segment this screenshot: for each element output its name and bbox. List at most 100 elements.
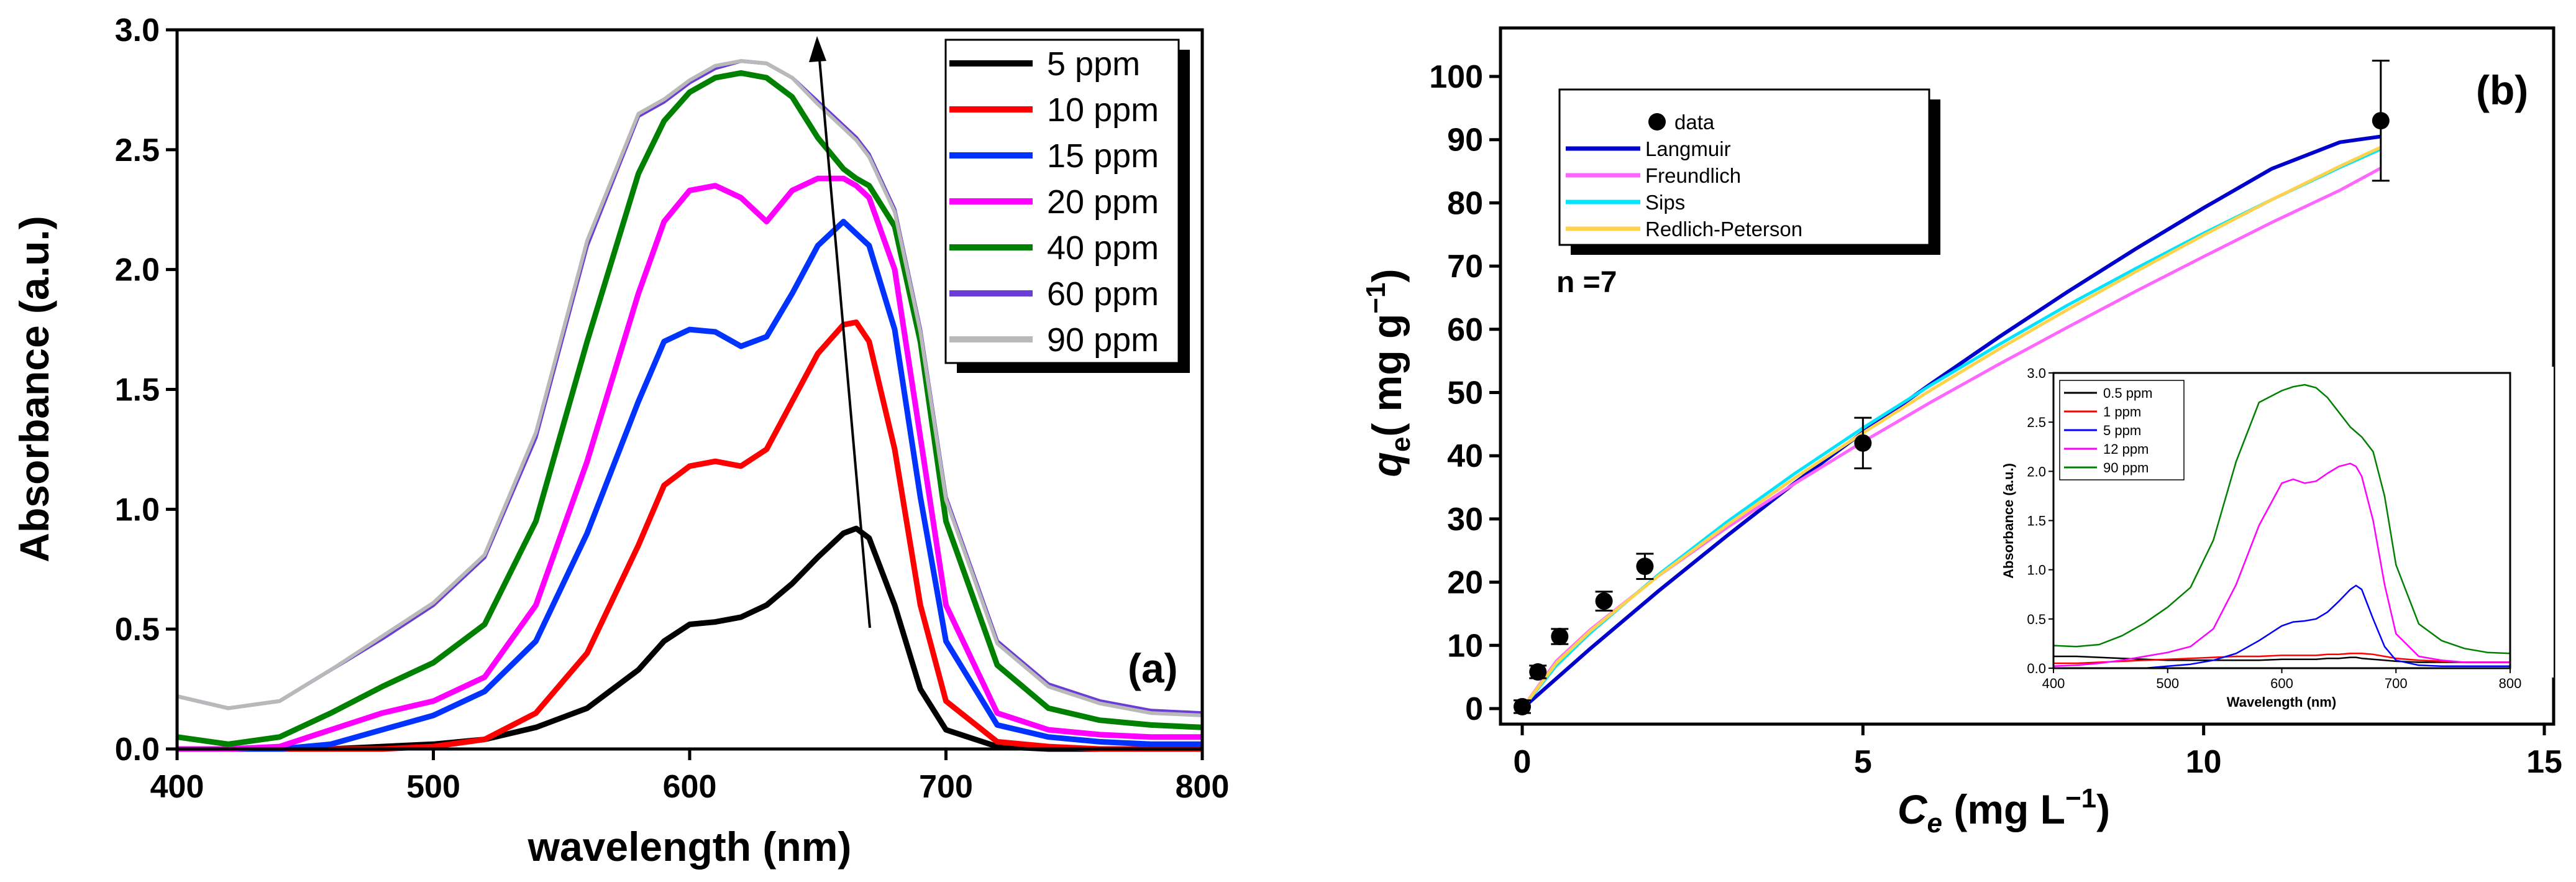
inset-legend: 0.5 ppm 1 ppm 5 ppm 12 ppm 90 ppm bbox=[2064, 385, 2153, 475]
panel-a: 400 500 600 700 800 0.0 0.5 1.0 1.5 2.0 2.5 3.0 wa… bbox=[11, 12, 1229, 870]
inset-y-tick-label: 0.0 bbox=[2027, 661, 2046, 676]
panel-b-y-tick-label: 40 bbox=[1447, 438, 1483, 474]
inset-y-tick-label: 2.0 bbox=[2027, 464, 2046, 479]
panel-b-x-axis-exponent: −1 bbox=[2065, 783, 2096, 814]
panel-b-y-tick-label: 70 bbox=[1447, 249, 1483, 285]
panel-b-point-marker bbox=[1529, 663, 1547, 681]
panel-b-point-marker bbox=[1514, 697, 1531, 715]
panel-b-data-point bbox=[1636, 553, 1654, 581]
panel-a-y-tick-label: 2.0 bbox=[115, 252, 160, 288]
panel-a-y-tick-label: 3.0 bbox=[115, 12, 160, 48]
inset-y-tick-label: 1.0 bbox=[2027, 563, 2046, 578]
inset-y-tick-label: 2.5 bbox=[2027, 415, 2046, 430]
panel-a-y-tick-label: 1.0 bbox=[115, 492, 160, 528]
panel-b-data-point bbox=[1529, 663, 1547, 681]
inset-legend-label-1-ppm: 1 ppm bbox=[2103, 404, 2141, 420]
panel-b-x-axis-close: ) bbox=[2096, 786, 2110, 832]
inset-y-tick-label: 1.5 bbox=[2027, 513, 2046, 529]
panel-b-point-marker bbox=[1551, 628, 1569, 646]
inset-x-axis-title: Wavelength (nm) bbox=[2227, 694, 2336, 710]
panel-b-curve-langmuir bbox=[1521, 134, 2382, 710]
inset-series-1-ppm bbox=[2053, 653, 2510, 664]
panel-a-legend-label-5-ppm: 5 ppm bbox=[1047, 45, 1140, 83]
panel-a-legend-label-10-ppm: 10 ppm bbox=[1047, 91, 1159, 129]
panel-a-y-tick-label: 2.5 bbox=[115, 132, 160, 168]
panel-a-series-15-ppm bbox=[177, 219, 1202, 752]
inset-legend-label-12-ppm: 12 ppm bbox=[2103, 441, 2149, 457]
panel-b-curve-redlich-peterson bbox=[1520, 145, 2382, 710]
panel-b-y-tick-label: 80 bbox=[1447, 185, 1483, 221]
panel-b-y-tick-label: 30 bbox=[1447, 502, 1483, 538]
panel-b-legend: data Langmuir Freundlich Sips Redlich-Peters… bbox=[1566, 111, 1802, 241]
panel-b-y-tick-label: 50 bbox=[1447, 375, 1483, 411]
panel-b-data-point bbox=[2372, 60, 2390, 182]
panel-a-x-tick-label: 600 bbox=[663, 769, 717, 805]
panel-b-x-axis-subscript: e bbox=[1927, 808, 1942, 838]
panel-b-y-axis-subscript: e bbox=[1386, 437, 1416, 452]
panel-b-legend-marker-data bbox=[1648, 113, 1666, 131]
panel-b-x-tick-label: 0 bbox=[1514, 744, 1532, 780]
inset-chart: 400 500 600 700 800 0.0 0.5 1.0 1.5 2.0 2.5 3.0 Wa… bbox=[2001, 365, 2554, 710]
panel-b-y-tick-label: 90 bbox=[1447, 122, 1483, 158]
panel-a-x-tick-label: 800 bbox=[1176, 769, 1230, 805]
panel-b-y-axis-close: ) bbox=[1364, 269, 1410, 283]
panel-b-point-marker bbox=[1595, 592, 1613, 610]
panel-a-legend-label-40-ppm: 40 ppm bbox=[1047, 229, 1159, 267]
panel-b-n-annotation: n =7 bbox=[1556, 266, 1617, 299]
panel-b-data-point bbox=[1551, 628, 1569, 646]
panel-b-data-point bbox=[1514, 697, 1531, 715]
panel-b-data-points bbox=[1514, 60, 2390, 715]
panel-a-legend-label-90-ppm: 90 ppm bbox=[1047, 321, 1159, 359]
panel-b-x-ticks: 0 5 10 15 bbox=[1514, 724, 2562, 780]
panel-b-data-point bbox=[1854, 416, 1872, 470]
panel-b-legend-label-redlich-peterson: Redlich-Peterson bbox=[1645, 218, 1802, 241]
panel-b-x-axis-title: Ce (mg L−1) bbox=[1898, 783, 2110, 838]
panel-b-point-marker bbox=[2372, 112, 2390, 130]
panel-a-legend-label-60-ppm: 60 ppm bbox=[1047, 275, 1159, 313]
panel-b-y-tick-label: 20 bbox=[1447, 565, 1483, 601]
panel-a-arrow-head bbox=[809, 36, 826, 62]
panel-b-legend-box bbox=[1558, 88, 1930, 246]
panel-a-series-40-ppm bbox=[176, 70, 1203, 747]
panel-a-x-ticks: 400 500 600 700 800 bbox=[150, 749, 1230, 805]
panel-a-y-ticks: 0.0 0.5 1.0 1.5 2.0 2.5 3.0 bbox=[115, 12, 177, 768]
panel-a-y-tick-label: 0.5 bbox=[115, 612, 160, 648]
inset-legend-label-5-ppm: 5 ppm bbox=[2103, 423, 2141, 438]
inset-x-tick-label: 400 bbox=[2042, 676, 2065, 691]
inset-series-90-ppm bbox=[2053, 384, 2511, 655]
panel-b-fit-curves bbox=[1520, 134, 2382, 710]
panel-a-x-axis-title: wavelength (nm) bbox=[528, 824, 852, 870]
panel-b-legend-label-freundlich: Freundlich bbox=[1645, 164, 1741, 187]
panel-b-y-axis-title: qe( mg g−1) bbox=[1361, 269, 1416, 477]
panel-b-x-axis-units: (mg L bbox=[1942, 786, 2065, 832]
inset-y-ticks: 0.0 0.5 1.0 1.5 2.0 2.5 3.0 bbox=[2027, 365, 2053, 676]
panel-b-y-tick-label: 60 bbox=[1447, 312, 1483, 348]
panel-a-y-tick-label: 1.5 bbox=[115, 372, 160, 408]
panel-b-point-marker bbox=[1854, 434, 1872, 452]
panel-a-label: (a) bbox=[1128, 645, 1178, 691]
panel-b-x-tick-label: 10 bbox=[2186, 744, 2222, 780]
panel-b-y-tick-label: 100 bbox=[1429, 59, 1483, 95]
inset-y-tick-label: 0.5 bbox=[2027, 612, 2046, 627]
inset-x-ticks: 400 500 600 700 800 bbox=[2042, 668, 2521, 691]
panel-b-y-axis-units: ( mg g bbox=[1364, 314, 1410, 437]
inset-legend-label-90-ppm: 90 ppm bbox=[2103, 460, 2149, 475]
panel-a-legend-label-15-ppm: 15 ppm bbox=[1047, 137, 1159, 175]
panel-b-legend-label-sips: Sips bbox=[1645, 191, 1685, 214]
panel-b-y-axis-exponent: −1 bbox=[1361, 283, 1391, 314]
panel-b-label: (b) bbox=[2476, 67, 2528, 113]
panel-a-legend: 5 ppm 10 ppm 15 ppm 20 ppm 40 ppm 60 ppm 90 pp… bbox=[949, 45, 1159, 359]
inset-series-12-ppm bbox=[2053, 462, 2510, 668]
panel-b-y-axis-symbol: q bbox=[1364, 452, 1410, 477]
panel-a-legend-label-20-ppm: 20 ppm bbox=[1047, 183, 1159, 221]
panel-a-x-tick-label: 500 bbox=[406, 769, 460, 805]
inset-y-axis-title: Absorbance (a.u.) bbox=[2001, 463, 2016, 579]
panel-a-series-90-ppm bbox=[176, 59, 1203, 717]
panel-b-y-tick-label: 0 bbox=[1465, 691, 1483, 727]
panel-b-x-axis-symbol: C bbox=[1898, 786, 1928, 832]
inset-x-tick-label: 500 bbox=[2156, 676, 2179, 691]
panel-a-arrow-shaft bbox=[818, 52, 871, 628]
inset-x-tick-label: 600 bbox=[2270, 676, 2293, 691]
